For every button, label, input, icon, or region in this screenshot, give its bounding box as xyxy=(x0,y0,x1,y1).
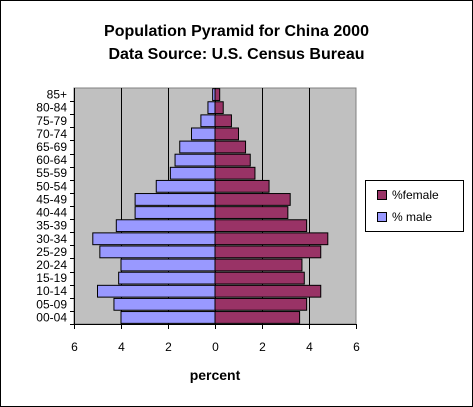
bar-male xyxy=(92,232,216,246)
x-tick-label: 0 xyxy=(212,340,219,354)
y-tick-label: 55-59 xyxy=(36,166,67,180)
bar-male xyxy=(169,166,216,180)
bar-female xyxy=(214,311,301,324)
x-tick-label: 2 xyxy=(165,340,172,354)
legend-label-male: % male xyxy=(392,210,433,224)
bar-female xyxy=(214,206,289,219)
bar-female xyxy=(214,271,305,285)
x-tick-label: 6 xyxy=(71,340,78,354)
bar-female xyxy=(214,140,247,154)
bar-male xyxy=(155,179,216,193)
bar-female xyxy=(214,258,303,272)
legend-item-female: %female xyxy=(377,188,439,202)
bar-male xyxy=(207,101,216,115)
y-tick-label: 70-74 xyxy=(36,127,67,141)
bar-female xyxy=(214,88,221,101)
y-tick-label: 50-54 xyxy=(36,179,67,193)
bar-female xyxy=(214,166,256,180)
bar-female xyxy=(214,127,239,141)
legend-label-female: %female xyxy=(392,188,439,202)
y-tick-label: 20-24 xyxy=(36,258,67,272)
y-tick-label: 00-04 xyxy=(36,310,67,324)
bar-female xyxy=(214,179,270,193)
chart-title-block: Population Pyramid for China 2000 Data S… xyxy=(0,20,473,66)
bar-male xyxy=(97,284,216,298)
chart-subtitle: Data Source: U.S. Census Bureau xyxy=(108,46,365,63)
bar-female xyxy=(214,101,224,115)
bar-female xyxy=(214,232,329,246)
legend: %female % male xyxy=(365,180,464,232)
x-tick-label: 4 xyxy=(306,340,313,354)
x-tick-label: 4 xyxy=(118,340,125,354)
bar-female xyxy=(214,153,251,167)
bar-male xyxy=(179,140,216,154)
bar-male xyxy=(212,88,216,101)
bar-female xyxy=(214,245,322,259)
bar-female xyxy=(214,193,291,206)
y-tick-label: 25-29 xyxy=(36,245,67,259)
y-tick-label: 35-39 xyxy=(36,219,67,233)
y-tick-label: 85+ xyxy=(47,88,67,102)
x-tick-label: 6 xyxy=(353,340,360,354)
bar-female xyxy=(214,297,308,311)
y-tick-label: 10-14 xyxy=(36,284,67,298)
y-tick-label: 60-64 xyxy=(36,153,67,167)
y-tick-label: 05-09 xyxy=(36,297,67,311)
x-tick-label: 2 xyxy=(259,340,266,354)
bar-female xyxy=(214,114,232,128)
bar-female xyxy=(214,219,308,233)
bar-male xyxy=(118,271,216,285)
bar-male xyxy=(115,219,216,233)
bar-male xyxy=(200,114,216,128)
legend-swatch-female xyxy=(377,190,387,200)
legend-swatch-male xyxy=(377,212,387,222)
y-tick-label: 40-44 xyxy=(36,206,67,220)
bar-male xyxy=(174,153,216,167)
y-tick-label: 80-84 xyxy=(36,101,67,115)
y-tick-label: 30-34 xyxy=(36,232,67,246)
bar-male xyxy=(191,127,216,141)
bar-male xyxy=(120,311,216,324)
bar-male xyxy=(134,206,216,219)
bar-male xyxy=(113,297,216,311)
y-tick-label: 65-69 xyxy=(36,140,67,154)
bar-female xyxy=(214,284,322,298)
legend-item-male: % male xyxy=(377,210,432,224)
y-tick-label: 45-49 xyxy=(36,192,67,206)
chart-title: Population Pyramid for China 2000 xyxy=(104,23,369,40)
x-axis-label: percent xyxy=(190,367,241,383)
bar-male xyxy=(99,245,216,259)
bar-male xyxy=(120,258,216,272)
y-tick-label: 15-19 xyxy=(36,271,67,285)
y-tick-label: 75-79 xyxy=(36,114,67,128)
bar-male xyxy=(134,193,216,206)
